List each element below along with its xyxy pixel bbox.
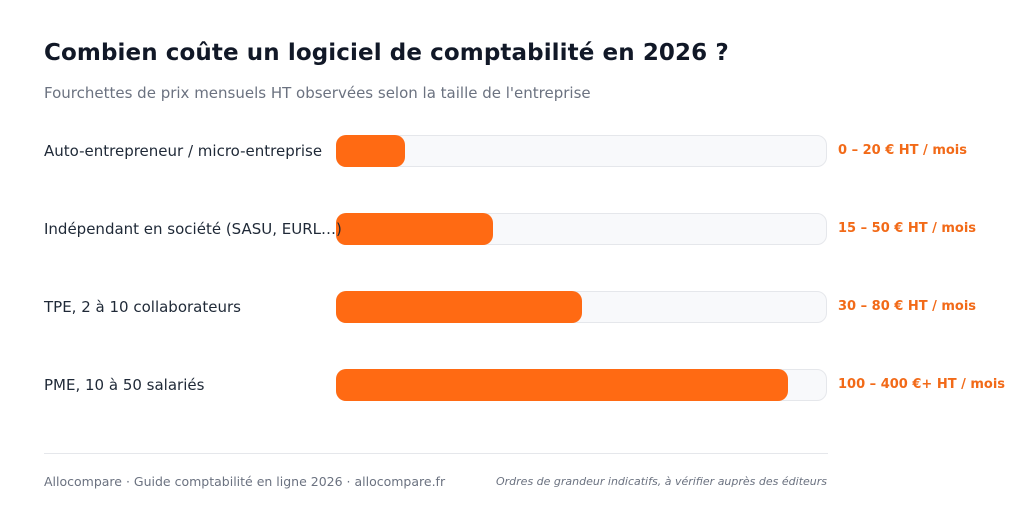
bar-value-label: 100 – 400 €+ HT / mois <box>838 377 1006 392</box>
footer-divider <box>44 453 828 454</box>
bar-value-label: 0 – 20 € HT / mois <box>838 143 968 158</box>
bar-row: Indépendant en société (SASU, EURL…) 15 –… <box>0 213 1024 245</box>
chart-subtitle: Fourchettes de prix mensuels HT observée… <box>44 84 591 102</box>
bar-row: Auto-entrepreneur / micro-entreprise 0 – … <box>0 135 1024 167</box>
bar-value-label: 30 – 80 € HT / mois <box>838 299 977 314</box>
bar-fill <box>336 291 582 323</box>
footer-note: Ordres de grandeur indicatifs, à vérifie… <box>496 475 827 488</box>
bar-category-label: Auto-entrepreneur / micro-entreprise <box>44 142 323 160</box>
bar-category-label: TPE, 2 à 10 collaborateurs <box>44 298 241 316</box>
bar-fill <box>336 369 788 401</box>
bar-fill <box>336 135 405 167</box>
bar-row: PME, 10 à 50 salariés 100 – 400 €+ HT / m… <box>0 369 1024 401</box>
bar-row: TPE, 2 à 10 collaborateurs 30 – 80 € HT /… <box>0 291 1024 323</box>
chart-title: Combien coûte un logiciel de comptabilit… <box>44 40 729 66</box>
bar-fill <box>336 213 493 245</box>
footer-source: Allocompare · Guide comptabilité en lign… <box>44 474 446 489</box>
bar-track <box>336 135 827 167</box>
bar-category-label: Indépendant en société (SASU, EURL…) <box>44 220 342 238</box>
bar-category-label: PME, 10 à 50 salariés <box>44 376 205 394</box>
bar-value-label: 15 – 50 € HT / mois <box>838 221 977 236</box>
